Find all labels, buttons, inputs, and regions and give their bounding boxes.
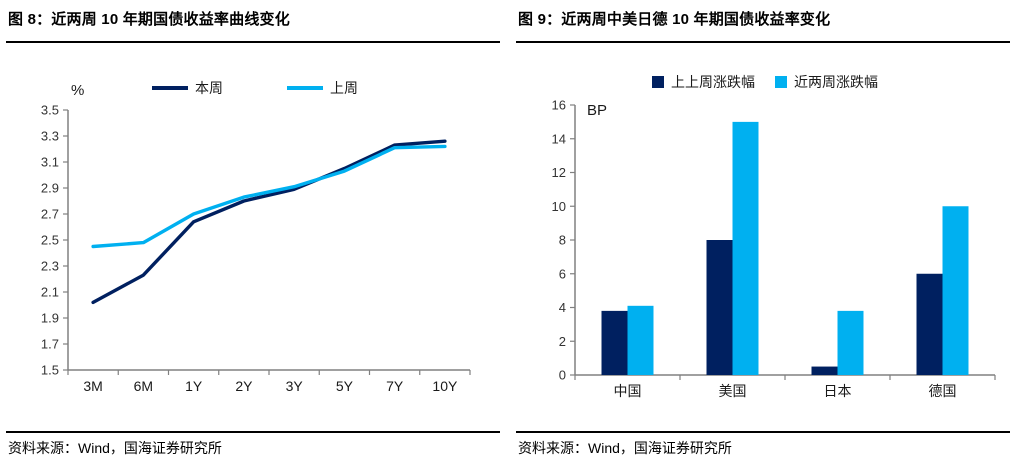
y-tick-label: 14 (552, 131, 566, 146)
yield-change-bar-chart: 0 2 4 6 8 10 12 14 16 中国 美国 日本 德国 (552, 98, 996, 399)
y-tick-label: 1.5 (41, 363, 59, 378)
x-category-label: 2Y (235, 378, 253, 394)
figure-8-source-divider (6, 431, 500, 433)
figure-9-panel: 图 9：近两周中美日德 10 年期国债收益率变化 上上周涨跌幅 近两周涨跌幅 BP… (510, 0, 1020, 468)
y-tick-label: 3.1 (41, 155, 59, 170)
legend-label: 近两周涨跌幅 (794, 74, 878, 90)
legend-square-swatch (775, 76, 787, 88)
y-tick-label: 12 (552, 165, 566, 180)
x-category-label: 3M (83, 378, 102, 394)
legend-line-swatch (152, 86, 188, 90)
figure-8-title-divider (6, 41, 500, 43)
figure-8-title: 图 8：近两周 10 年期国债收益率曲线变化 (8, 11, 290, 28)
x-category-label: 1Y (185, 378, 203, 394)
x-category-label: 中国 (614, 383, 642, 399)
legend-label: 上上周涨跌幅 (671, 74, 755, 90)
y-tick-label: 0 (559, 368, 566, 383)
y-tick-label: 1.7 (41, 337, 59, 352)
figure-9-title: 图 9：近两周中美日德 10 年期国债收益率变化 (518, 11, 831, 28)
y-tick-label: 4 (559, 300, 566, 315)
y-tick-label: 2.9 (41, 181, 59, 196)
y-tick-label: 6 (559, 266, 566, 281)
y-tick-label: 3.5 (41, 103, 59, 118)
figure-9-source-note: 资料来源：Wind，国海证券研究所 (518, 440, 732, 456)
y-tick-label: 10 (552, 199, 566, 214)
figure-8-source-note: 资料来源：Wind，国海证券研究所 (8, 440, 222, 456)
figure-9-title-divider (516, 41, 1010, 43)
bar-series-0 (706, 240, 733, 375)
legend-item: 上周 (287, 78, 358, 98)
y-tick-label: 1.9 (41, 311, 59, 326)
x-category-label: 7Y (386, 378, 404, 394)
legend-item: 上上周涨跌幅 (652, 72, 755, 92)
bar-series-0 (601, 310, 628, 375)
bar-series-1 (837, 310, 864, 375)
y-tick-label: 16 (552, 98, 566, 113)
bar-series-1 (627, 305, 654, 375)
figure-8-panel: 图 8：近两周 10 年期国债收益率曲线变化 本周 上周 % 1.5 1.7 1.9 2… (0, 11, 510, 456)
x-category-label: 6M (134, 378, 153, 394)
x-category-label: 日本 (824, 383, 852, 399)
legend-line-swatch (287, 86, 323, 90)
legend-label: 本周 (195, 80, 223, 96)
y-tick-label: 3.3 (41, 129, 59, 144)
line-series-1 (91, 144, 447, 249)
figure-8-y-unit-label: % (71, 82, 85, 99)
y-tick-label: 2.3 (41, 259, 59, 274)
x-category-label: 美国 (719, 383, 747, 399)
x-category-label: 10Y (432, 378, 458, 394)
x-category-label: 德国 (929, 383, 957, 399)
y-tick-label: 2.1 (41, 285, 59, 300)
x-category-label: 3Y (286, 378, 304, 394)
legend-label: 上周 (330, 80, 358, 96)
y-tick-label: 8 (559, 233, 566, 248)
legend-item: 本周 (152, 78, 223, 98)
bar-series-1 (942, 206, 969, 375)
legend-item: 近两周涨跌幅 (775, 72, 878, 92)
line-series-0 (91, 139, 447, 305)
y-tick-label: 2.7 (41, 207, 59, 222)
bar-series-1 (732, 121, 759, 375)
legend-square-swatch (652, 76, 664, 88)
figure-9-source-divider (516, 431, 1010, 433)
bar-series-0 (916, 273, 943, 375)
bar-series-0 (811, 366, 838, 375)
y-tick-label: 2.5 (41, 233, 59, 248)
yield-curve-line-chart: 1.5 1.7 1.9 2.1 2.3 2.5 2.7 2.9 3.1 3.3 3.5 3M 6M 1Y 2… (41, 103, 471, 394)
figure-8-legend: 本周 上周 (0, 78, 510, 98)
x-category-label: 5Y (336, 378, 354, 394)
y-tick-label: 2 (559, 334, 566, 349)
figure-9-legend: 上上周涨跌幅 近两周涨跌幅 (510, 72, 1020, 92)
figure-9-y-unit-label: BP (587, 102, 608, 119)
